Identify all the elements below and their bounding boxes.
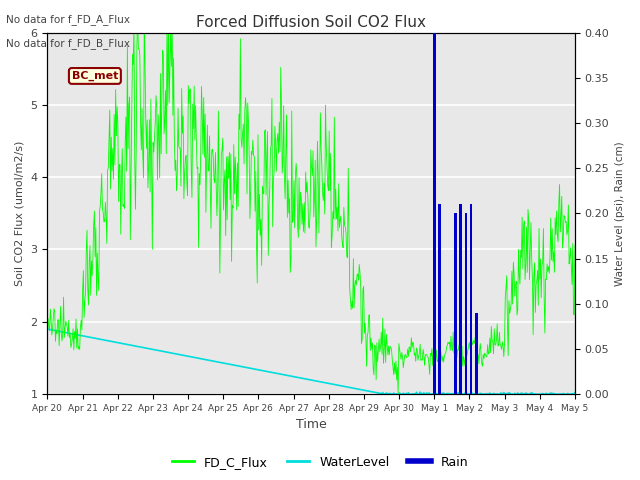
Bar [438, 204, 441, 394]
Bar [476, 313, 477, 394]
Y-axis label: Soil CO2 Flux (umol/m2/s): Soil CO2 Flux (umol/m2/s) [15, 141, 25, 286]
Bar [470, 204, 472, 394]
Y-axis label: Water Level (psi), Rain (cm): Water Level (psi), Rain (cm) [615, 141, 625, 286]
Bar [433, 33, 435, 394]
Bar [465, 213, 467, 394]
Bar [454, 213, 456, 394]
Text: No data for f_FD_B_Flux: No data for f_FD_B_Flux [6, 38, 131, 49]
Text: BC_met: BC_met [72, 71, 118, 81]
X-axis label: Time: Time [296, 419, 326, 432]
Title: Forced Diffusion Soil CO2 Flux: Forced Diffusion Soil CO2 Flux [196, 15, 426, 30]
Bar [460, 204, 462, 394]
Text: No data for f_FD_A_Flux: No data for f_FD_A_Flux [6, 14, 131, 25]
Legend: FD_C_Flux, WaterLevel, Rain: FD_C_Flux, WaterLevel, Rain [166, 451, 474, 474]
